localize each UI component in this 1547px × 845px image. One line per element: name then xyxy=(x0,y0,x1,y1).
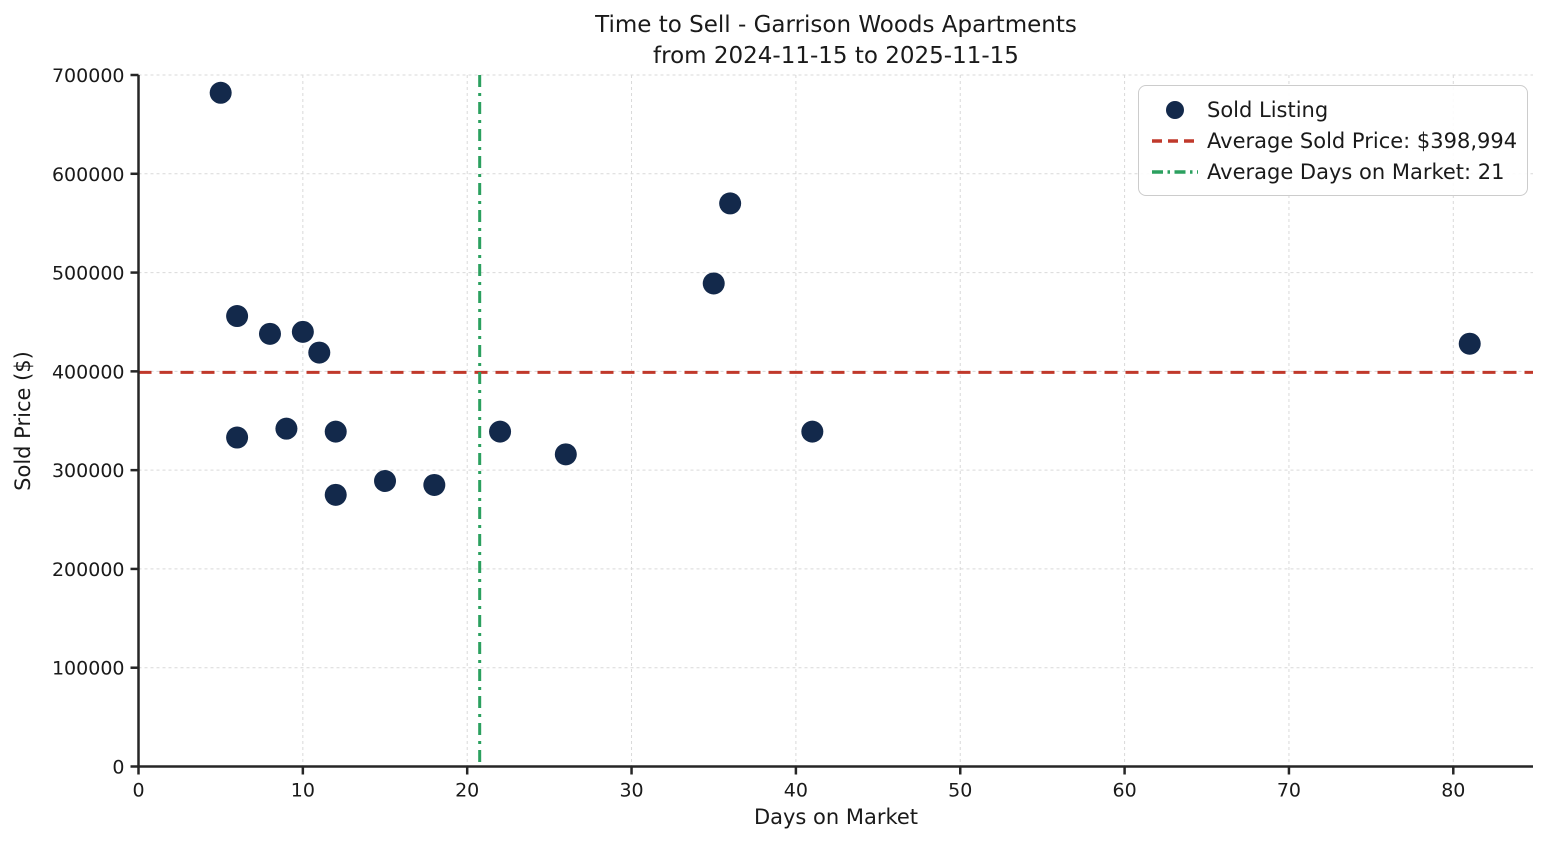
x-axis-label: Days on Market xyxy=(753,805,919,829)
data-point xyxy=(554,443,577,466)
y-tick-label: 400000 xyxy=(52,361,125,383)
sold-listing-dot-icon xyxy=(1149,99,1201,121)
legend-item-sold-listing: Sold Listing xyxy=(1149,94,1515,125)
dashdot-line-icon xyxy=(1149,161,1201,183)
legend: Sold Listing Average Sold Price: $398,99… xyxy=(1138,85,1528,196)
dashed-line-icon xyxy=(1149,130,1201,152)
x-tick-label: 30 xyxy=(619,780,643,802)
y-axis-label: Sold Price ($) xyxy=(11,351,35,491)
data-point xyxy=(1458,332,1481,355)
x-tick-label: 0 xyxy=(132,780,144,802)
data-point xyxy=(308,341,331,364)
data-point xyxy=(423,473,446,496)
data-point xyxy=(374,470,397,493)
data-point xyxy=(324,420,347,443)
legend-label: Sold Listing xyxy=(1207,97,1329,122)
chart-title-block: Time to Sell - Garrison Woods Apartments… xyxy=(139,10,1533,72)
y-tick-label: 600000 xyxy=(52,164,125,186)
y-tick-label: 700000 xyxy=(52,65,125,87)
legend-label: Average Days on Market: 21 xyxy=(1207,159,1505,184)
x-tick-label: 50 xyxy=(948,780,972,802)
x-tick-label: 10 xyxy=(291,780,315,802)
y-tick-label: 0 xyxy=(112,757,124,779)
data-point xyxy=(209,81,232,104)
data-point xyxy=(226,426,249,449)
data-point xyxy=(275,417,298,440)
x-tick-label: 60 xyxy=(1112,780,1136,802)
chart-subtitle: from 2024-11-15 to 2025-11-15 xyxy=(653,43,1019,69)
x-tick-label: 80 xyxy=(1441,780,1465,802)
data-point xyxy=(258,322,281,345)
data-point xyxy=(291,320,314,343)
x-tick-label: 70 xyxy=(1277,780,1301,802)
x-tick-label: 40 xyxy=(784,780,808,802)
x-tick-label: 20 xyxy=(455,780,479,802)
legend-item-average-days-on-market: Average Days on Market: 21 xyxy=(1149,156,1515,187)
y-tick-label: 200000 xyxy=(52,559,125,581)
chart-title: Time to Sell - Garrison Woods Apartments xyxy=(595,12,1077,38)
legend-item-average-sold-price: Average Sold Price: $398,994 xyxy=(1149,125,1518,156)
y-tick-label: 300000 xyxy=(52,460,125,482)
data-point xyxy=(801,420,824,443)
legend-label: Average Sold Price: $398,994 xyxy=(1207,128,1518,153)
y-tick-label: 500000 xyxy=(52,263,125,285)
data-point xyxy=(702,272,725,295)
data-point xyxy=(324,483,347,506)
data-point xyxy=(489,420,512,443)
y-tick-label: 100000 xyxy=(52,658,125,680)
data-point xyxy=(226,305,249,328)
data-point xyxy=(719,192,742,215)
